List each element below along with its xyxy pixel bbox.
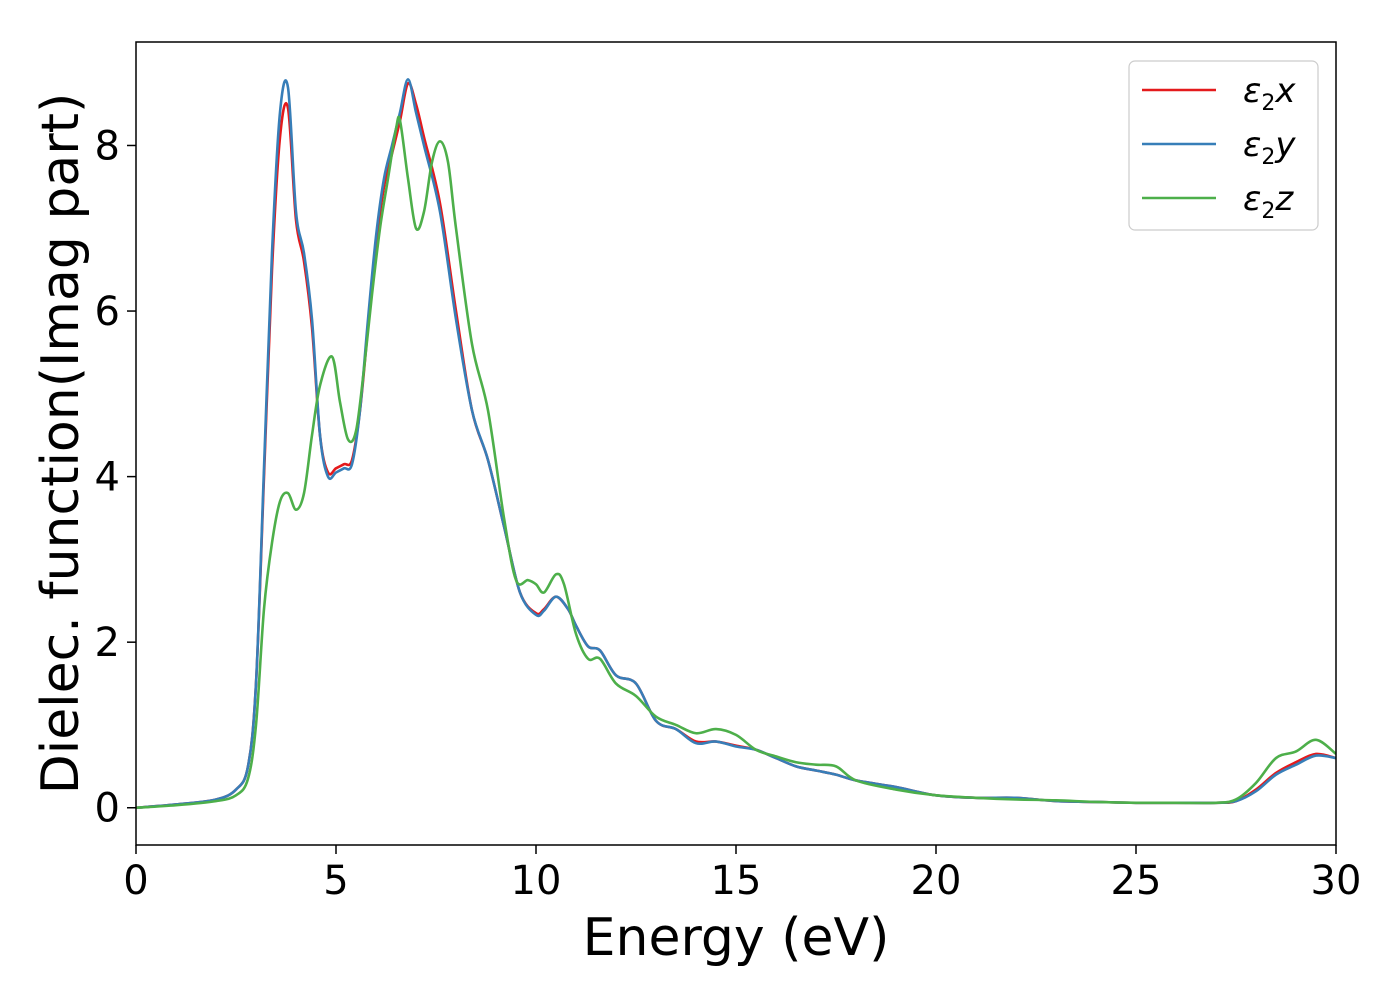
legend-label: ε2z: [1243, 179, 1294, 224]
legend: ε2x ε2y ε2z: [1128, 60, 1319, 231]
x-tick-label: 30: [1311, 858, 1362, 904]
y-axis-label: Dielec. function(Imag part): [31, 93, 91, 795]
series-layer: [136, 77, 1336, 810]
legend-label: ε2y: [1243, 125, 1296, 170]
x-tick-label: 0: [123, 858, 148, 904]
x-tick-label: 15: [711, 858, 762, 904]
x-tick-label: 10: [511, 858, 562, 904]
x-axis-ticks: 0 5 10 15 20 25 30: [123, 845, 1361, 904]
x-tick-label: 5: [323, 858, 348, 904]
y-tick-label: 6: [95, 289, 120, 335]
x-axis-label: Energy (eV): [583, 908, 890, 968]
y-axis-ticks: 0 2 4 6 8: [95, 123, 136, 832]
x-tick-label: 25: [1111, 858, 1162, 904]
legend-label: ε2x: [1243, 71, 1296, 116]
y-tick-label: 8: [95, 123, 120, 169]
y-tick-label: 2: [95, 620, 120, 666]
x-tick-label: 20: [911, 858, 962, 904]
y-tick-label: 0: [95, 786, 120, 832]
y-tick-label: 4: [95, 455, 120, 501]
series-line-z: [136, 115, 1336, 810]
legend-box: [1128, 60, 1319, 231]
